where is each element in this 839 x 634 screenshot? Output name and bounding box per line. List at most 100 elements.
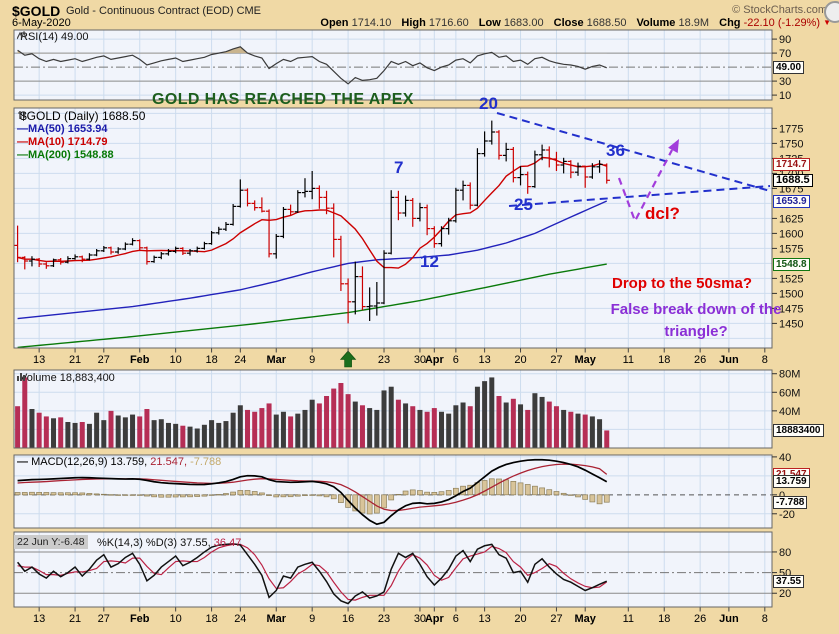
stoch-lines bbox=[17, 542, 608, 605]
svg-text:-20: -20 bbox=[779, 509, 795, 521]
drawn-annotations bbox=[339, 112, 771, 368]
svg-text:80M: 80M bbox=[779, 369, 800, 381]
svg-text:20: 20 bbox=[779, 588, 791, 600]
svg-text:16: 16 bbox=[342, 613, 354, 625]
svg-text:30: 30 bbox=[779, 76, 791, 88]
high-value: 1716.60 bbox=[428, 17, 469, 29]
cycle-count-20: 20 bbox=[479, 94, 498, 113]
svg-text:30: 30 bbox=[414, 354, 426, 366]
corner-widget[interactable] bbox=[824, 1, 839, 23]
volume-label: Volume bbox=[636, 17, 676, 29]
svg-text:60M: 60M bbox=[779, 387, 800, 399]
svg-text:9: 9 bbox=[309, 354, 315, 366]
svg-text:24: 24 bbox=[234, 354, 246, 366]
cycle-count-25: 25 bbox=[514, 195, 533, 214]
down-triangle-icon: ▼ bbox=[823, 18, 831, 27]
cycle-count-7: 7 bbox=[394, 158, 404, 177]
rsi-legend: RSI(14) 49.00 bbox=[17, 31, 88, 43]
svg-text:10: 10 bbox=[170, 354, 182, 366]
stoch-name: %K(14,3) %D(3) 37.55, bbox=[97, 537, 211, 549]
svg-text:8: 8 bbox=[762, 613, 768, 625]
chart-date: 6-May-2020 bbox=[12, 17, 71, 29]
volume-bars bbox=[15, 377, 610, 448]
svg-text:Mar: Mar bbox=[266, 613, 286, 625]
svg-text:90: 90 bbox=[779, 34, 791, 46]
close-label: Close bbox=[553, 17, 584, 29]
macd-name: MACD(12,26,9) 13.759, bbox=[31, 456, 148, 468]
ma200-legend: —MA(200) 1548.88 bbox=[17, 149, 114, 161]
svg-text:40: 40 bbox=[779, 452, 791, 464]
macd-swatch: — bbox=[17, 456, 32, 468]
svg-text:23: 23 bbox=[378, 354, 390, 366]
svg-text:13: 13 bbox=[478, 354, 490, 366]
svg-text:1775: 1775 bbox=[779, 123, 803, 135]
svg-text:Jun: Jun bbox=[719, 613, 739, 625]
price-bars bbox=[14, 120, 610, 324]
svg-text:11: 11 bbox=[623, 354, 634, 366]
symbol-description: Gold - Continuous Contract (EOD) CME bbox=[66, 5, 262, 17]
svg-text:1525: 1525 bbox=[779, 273, 803, 285]
svg-text:27: 27 bbox=[550, 354, 562, 366]
svg-text:6: 6 bbox=[453, 354, 459, 366]
ma50-callout: 1653.9 bbox=[773, 195, 810, 208]
svg-text:9: 9 bbox=[309, 613, 315, 625]
price-title: $GOLD (Daily) 1688.50 bbox=[20, 109, 146, 123]
stoch-d-value: 36.47 bbox=[213, 537, 242, 549]
moving-averages bbox=[17, 156, 608, 349]
panel-borders bbox=[13, 29, 773, 608]
svg-text:27: 27 bbox=[550, 613, 562, 625]
svg-text:1575: 1575 bbox=[779, 243, 803, 255]
cycle-count-12: 12 bbox=[420, 252, 439, 271]
stoch-callout: 37.55 bbox=[773, 575, 805, 588]
close-value: 1688.50 bbox=[586, 17, 627, 29]
high-label: High bbox=[401, 17, 426, 29]
cycle-count-36: 36 bbox=[606, 141, 625, 160]
chg-label: Chg bbox=[719, 17, 741, 29]
macd-hist-value: -7.788 bbox=[190, 456, 222, 468]
macd-callout: 13.759 bbox=[773, 475, 810, 488]
ma50-legend: —MA(50) 1653.94 bbox=[17, 123, 108, 135]
svg-text:21: 21 bbox=[69, 354, 81, 366]
macd-histogram bbox=[14, 478, 610, 515]
svg-text:21: 21 bbox=[69, 613, 81, 625]
svg-text:13: 13 bbox=[478, 613, 490, 625]
dcl-annotation: dcl? bbox=[645, 204, 680, 223]
svg-text:27: 27 bbox=[98, 354, 110, 366]
ma10-swatch: — bbox=[17, 136, 28, 148]
low-label: Low bbox=[478, 17, 501, 29]
svg-text:18: 18 bbox=[205, 354, 217, 366]
macd-signal-value: 21.547, bbox=[150, 456, 187, 468]
svg-text:27: 27 bbox=[98, 613, 110, 625]
chg-value: -22.10 (-1.29%) bbox=[743, 17, 821, 29]
volume-value: 18.9M bbox=[678, 17, 710, 29]
ma200-callout: 1548.8 bbox=[773, 258, 810, 271]
ma10-callout: 1714.7 bbox=[773, 158, 810, 171]
svg-text:1500: 1500 bbox=[779, 288, 803, 300]
svg-text:26: 26 bbox=[694, 354, 706, 366]
svg-text:13: 13 bbox=[33, 354, 45, 366]
svg-text:26: 26 bbox=[694, 613, 706, 625]
rsi-callout: 49.00 bbox=[773, 61, 805, 74]
stoch-legend: %K(14,3) %D(3) 37.55, 36.47 bbox=[97, 537, 241, 549]
svg-text:Feb: Feb bbox=[130, 613, 150, 625]
ma10-legend: —MA(10) 1714.79 bbox=[17, 136, 108, 148]
volume-callout: 18883400 bbox=[773, 424, 824, 437]
crosshair-tooltip: 22 Jun Y:-6.48 bbox=[14, 535, 88, 549]
svg-text:1625: 1625 bbox=[779, 213, 803, 225]
svg-text:0: 0 bbox=[779, 490, 785, 502]
symbol-title: $GOLD bbox=[12, 3, 61, 19]
svg-text:Apr: Apr bbox=[425, 354, 445, 366]
svg-text:18: 18 bbox=[658, 354, 670, 366]
ma50-swatch: — bbox=[17, 123, 28, 135]
svg-text:Jun: Jun bbox=[719, 354, 739, 366]
svg-text:70: 70 bbox=[779, 48, 791, 60]
svg-text:1475: 1475 bbox=[779, 303, 803, 315]
svg-text:8: 8 bbox=[762, 354, 768, 366]
svg-text:Feb: Feb bbox=[130, 354, 150, 366]
svg-text:10: 10 bbox=[779, 90, 791, 102]
copyright: © StockCharts.com bbox=[732, 4, 827, 16]
svg-text:30: 30 bbox=[414, 613, 426, 625]
panel-backgrounds bbox=[14, 30, 772, 607]
